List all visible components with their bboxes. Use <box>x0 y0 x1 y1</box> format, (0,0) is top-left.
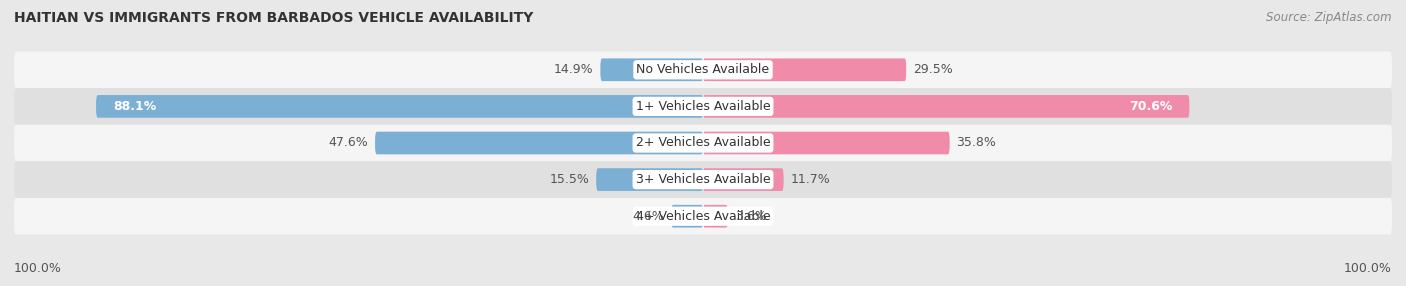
Text: 4.6%: 4.6% <box>633 210 665 223</box>
FancyBboxPatch shape <box>703 132 949 154</box>
Text: 70.6%: 70.6% <box>1129 100 1173 113</box>
Text: 88.1%: 88.1% <box>114 100 156 113</box>
Text: 29.5%: 29.5% <box>912 63 953 76</box>
Text: 15.5%: 15.5% <box>550 173 589 186</box>
FancyBboxPatch shape <box>703 95 1189 118</box>
FancyBboxPatch shape <box>96 95 703 118</box>
Text: 47.6%: 47.6% <box>329 136 368 150</box>
Text: 1+ Vehicles Available: 1+ Vehicles Available <box>636 100 770 113</box>
FancyBboxPatch shape <box>14 88 1392 125</box>
Text: No Vehicles Available: No Vehicles Available <box>637 63 769 76</box>
FancyBboxPatch shape <box>703 205 728 228</box>
FancyBboxPatch shape <box>596 168 703 191</box>
Text: 4+ Vehicles Available: 4+ Vehicles Available <box>636 210 770 223</box>
Text: Source: ZipAtlas.com: Source: ZipAtlas.com <box>1267 11 1392 24</box>
FancyBboxPatch shape <box>600 58 703 81</box>
Text: 11.7%: 11.7% <box>790 173 831 186</box>
FancyBboxPatch shape <box>14 125 1392 161</box>
Text: 35.8%: 35.8% <box>956 136 997 150</box>
FancyBboxPatch shape <box>14 51 1392 88</box>
FancyBboxPatch shape <box>703 168 783 191</box>
Text: HAITIAN VS IMMIGRANTS FROM BARBADOS VEHICLE AVAILABILITY: HAITIAN VS IMMIGRANTS FROM BARBADOS VEHI… <box>14 11 533 25</box>
FancyBboxPatch shape <box>14 198 1392 235</box>
Text: 3+ Vehicles Available: 3+ Vehicles Available <box>636 173 770 186</box>
FancyBboxPatch shape <box>375 132 703 154</box>
FancyBboxPatch shape <box>671 205 703 228</box>
Text: 100.0%: 100.0% <box>14 262 62 275</box>
Text: 100.0%: 100.0% <box>1344 262 1392 275</box>
Text: 2+ Vehicles Available: 2+ Vehicles Available <box>636 136 770 150</box>
Text: 14.9%: 14.9% <box>554 63 593 76</box>
Text: 3.6%: 3.6% <box>735 210 766 223</box>
FancyBboxPatch shape <box>14 161 1392 198</box>
FancyBboxPatch shape <box>703 58 907 81</box>
